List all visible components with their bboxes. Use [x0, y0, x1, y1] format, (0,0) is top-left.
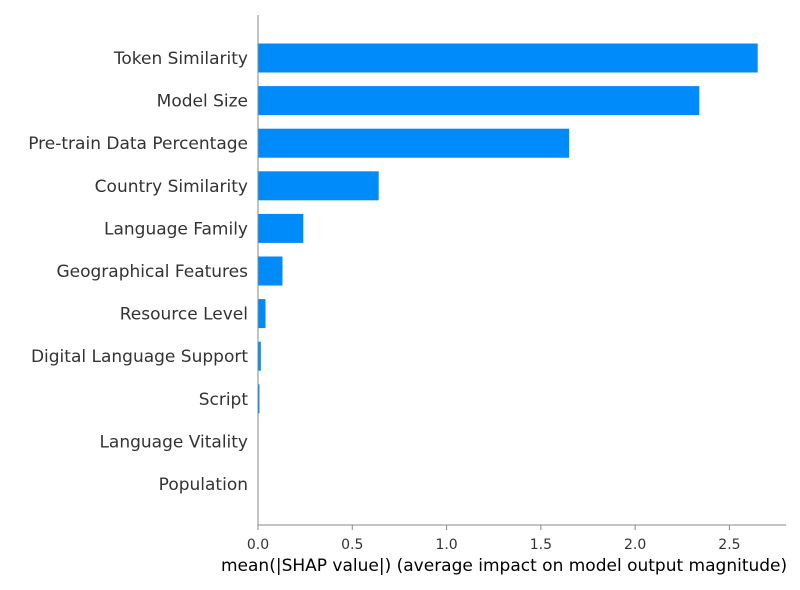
x-tick-label: 1.0	[435, 537, 457, 553]
x-tick-label: 1.5	[530, 537, 552, 553]
bar-country-similarity	[258, 171, 379, 201]
category-labels-group: Token Similarity Model Size Pre-train Data…	[28, 49, 248, 495]
x-tick-label: 0.0	[247, 537, 269, 553]
bar-language-family	[258, 213, 304, 243]
category-label-pre-train-data-percentage: Pre-train Data Percentage	[28, 134, 248, 154]
category-label-digital-language-support: Digital Language Support	[31, 347, 248, 367]
x-tick-label: 2.0	[624, 537, 646, 553]
x-axis-title: mean(|SHAP value|) (average impact on mo…	[221, 556, 787, 576]
bar-script	[258, 384, 260, 414]
bar-model-size	[258, 86, 700, 116]
bar-geographical-features	[258, 256, 283, 286]
category-label-resource-level: Resource Level	[120, 305, 248, 325]
x-tick-label: 2.5	[718, 537, 740, 553]
category-label-population: Population	[159, 475, 248, 495]
bar-digital-language-support	[258, 341, 261, 371]
bar-resource-level	[258, 299, 266, 329]
category-label-script: Script	[199, 390, 249, 410]
bars-group	[258, 43, 758, 414]
category-label-token-similarity: Token Similarity	[113, 49, 248, 69]
category-label-model-size: Model Size	[157, 92, 248, 112]
category-label-language-family: Language Family	[104, 219, 248, 239]
x-ticks-group: 0.0 0.5 1.0 1.5 2.0 2.5	[247, 525, 741, 553]
x-tick-label: 0.5	[341, 537, 363, 553]
bar-pre-train-data-percentage	[258, 128, 570, 158]
category-label-geographical-features: Geographical Features	[56, 262, 248, 282]
bar-token-similarity	[258, 43, 758, 73]
category-label-country-similarity: Country Similarity	[95, 177, 248, 197]
category-label-language-vitality: Language Vitality	[99, 432, 248, 452]
